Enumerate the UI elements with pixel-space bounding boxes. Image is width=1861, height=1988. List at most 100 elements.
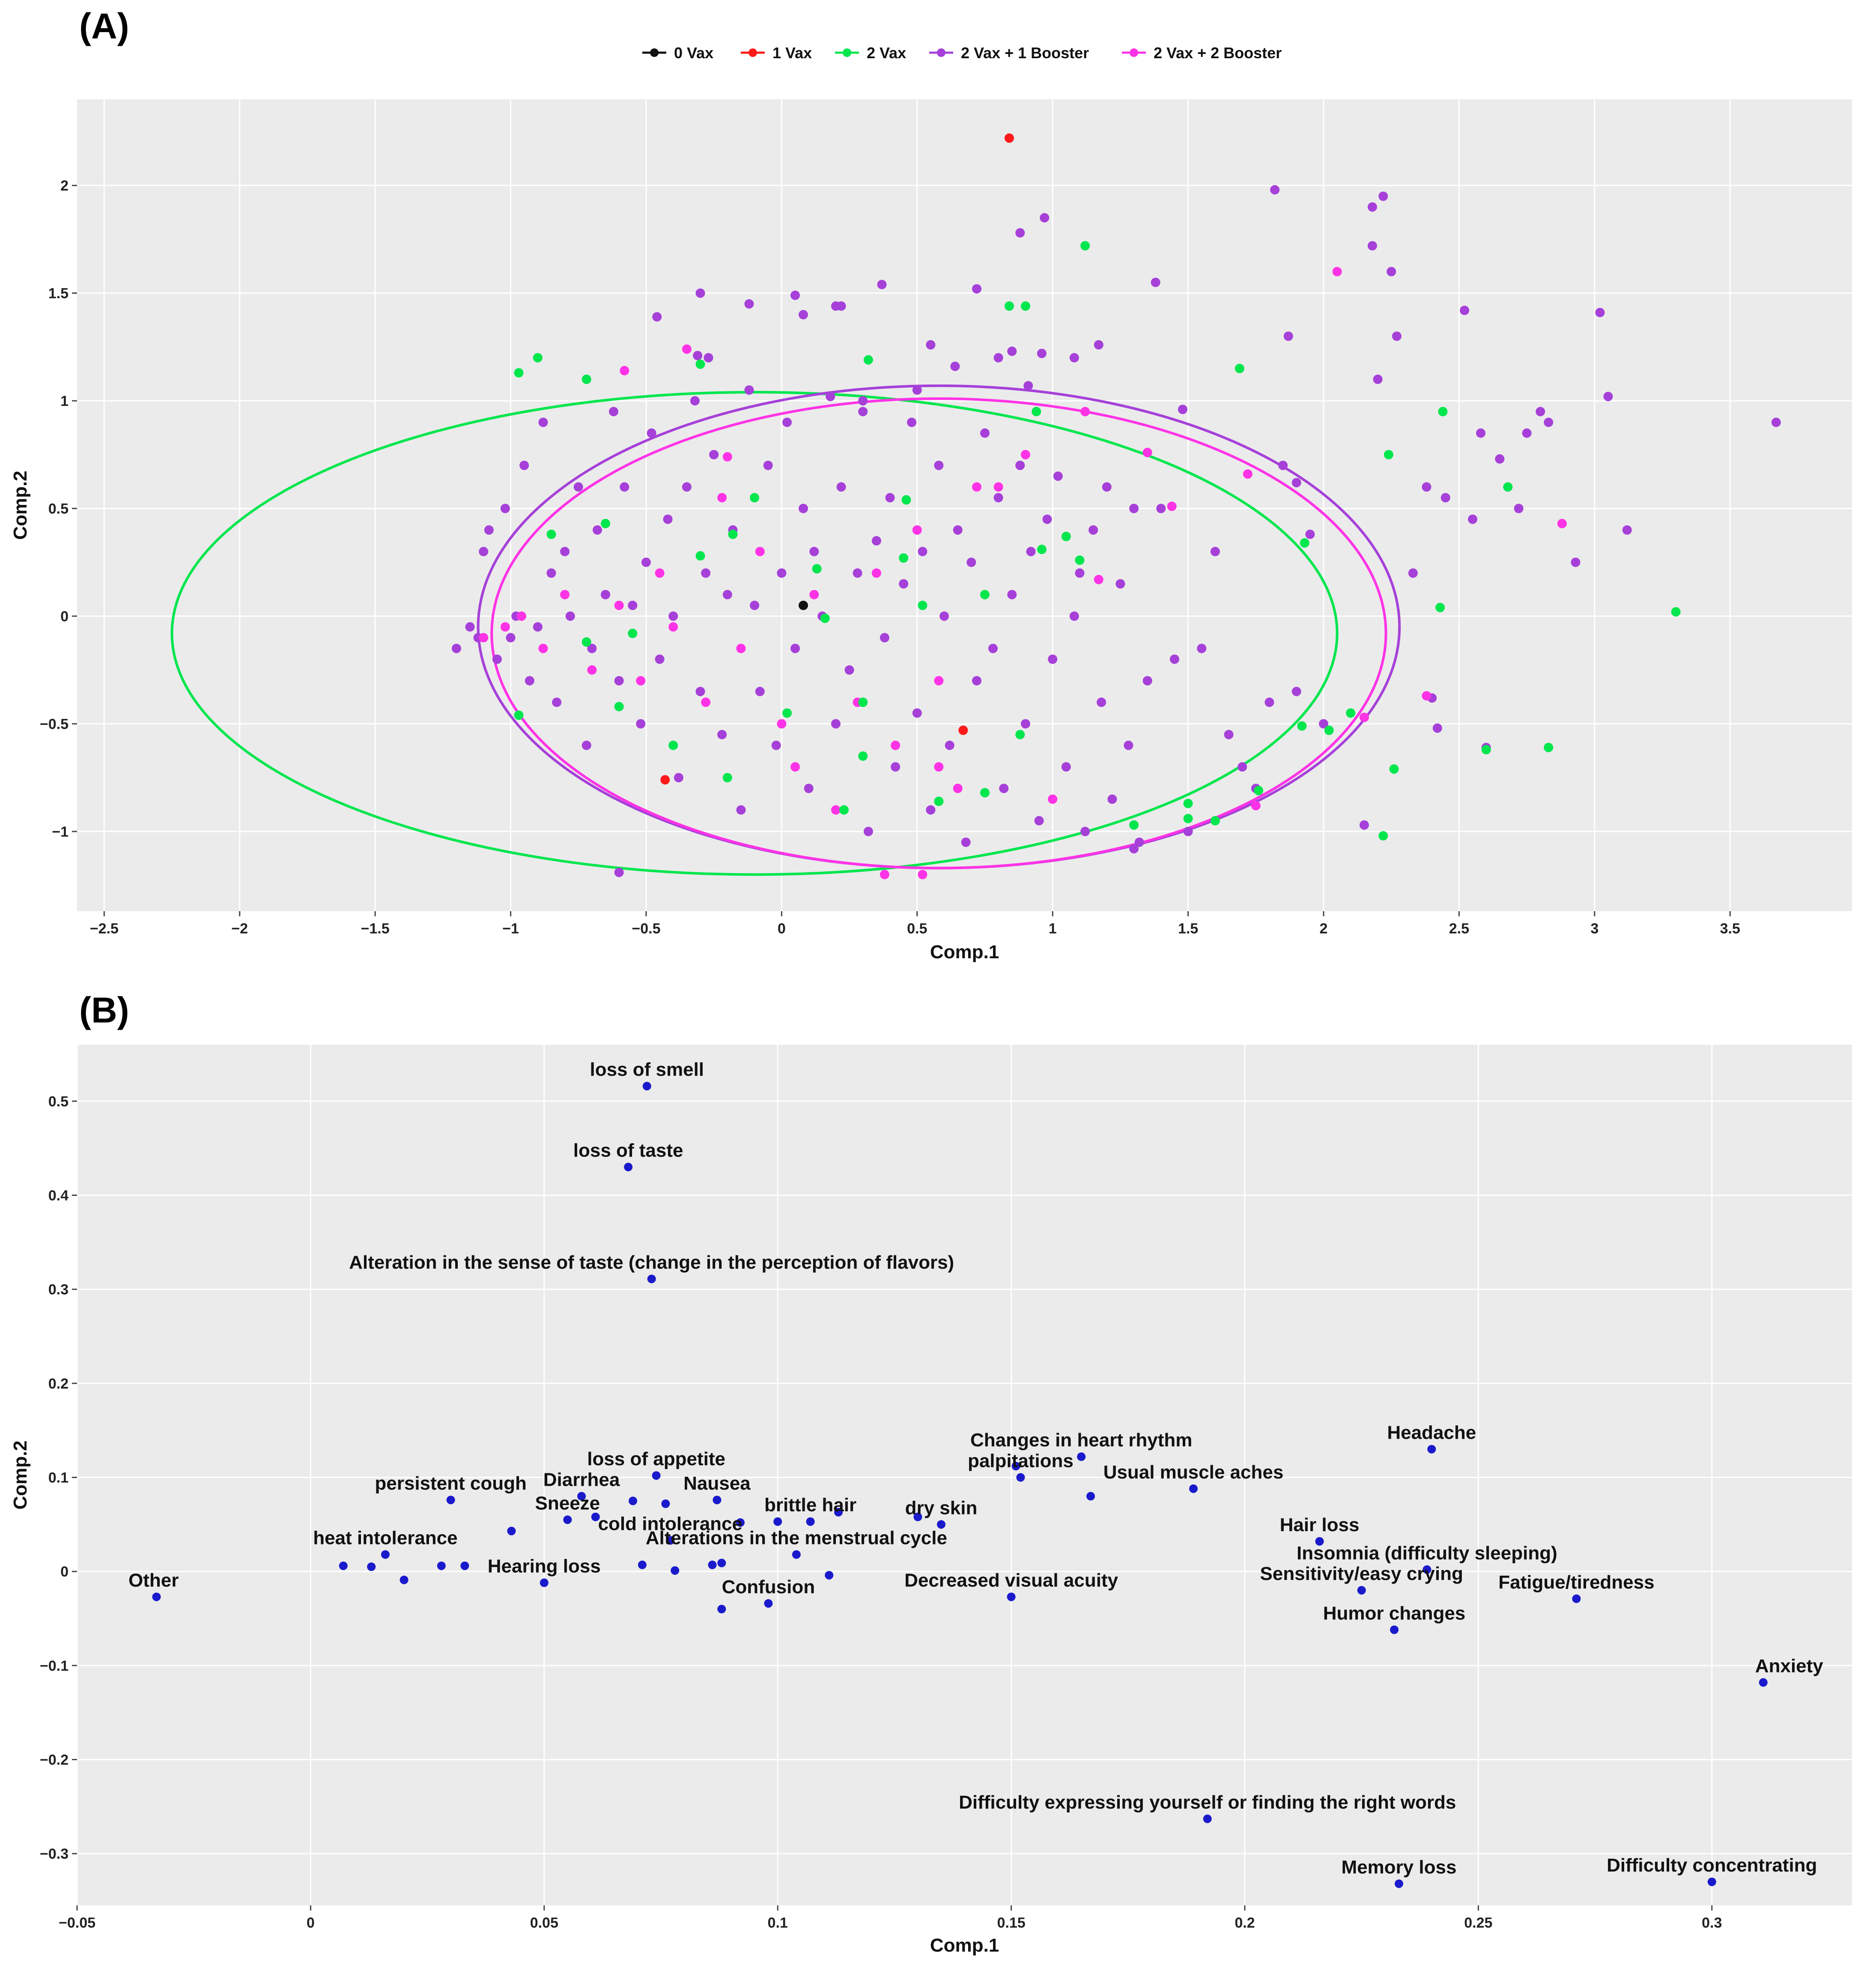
data-point — [1387, 267, 1396, 277]
y-tick-label: 0.5 — [48, 501, 69, 517]
data-point — [1707, 1878, 1716, 1887]
data-point — [1004, 301, 1014, 311]
data-point — [713, 1496, 722, 1505]
data-point — [1075, 568, 1085, 578]
data-point — [500, 622, 510, 632]
panel-a-x-axis-title: Comp.1 — [930, 942, 999, 963]
data-point — [1300, 538, 1309, 548]
data-point — [918, 547, 928, 557]
data-point — [620, 482, 629, 492]
data-point — [533, 622, 543, 632]
data-point — [953, 784, 963, 793]
panel-a-y-axis-title: Comp.2 — [10, 471, 31, 539]
data-point — [666, 1536, 675, 1545]
x-tick-label: 3.5 — [1720, 921, 1740, 937]
data-point — [701, 697, 711, 707]
data-point — [945, 740, 954, 750]
y-tick-label: 0.5 — [48, 1094, 69, 1110]
data-point — [863, 355, 873, 365]
data-point — [1544, 417, 1554, 427]
data-point — [1460, 305, 1470, 315]
data-point — [701, 568, 711, 578]
data-point — [885, 493, 895, 503]
data-point — [682, 482, 692, 492]
data-point — [858, 751, 868, 761]
data-point — [663, 514, 673, 524]
legend-key-dot — [1130, 48, 1138, 57]
y-tick-label: 0.4 — [48, 1187, 69, 1204]
data-point — [682, 344, 692, 354]
data-point — [628, 629, 638, 638]
data-point — [891, 740, 901, 750]
data-point — [1481, 745, 1491, 754]
panel-b-x-axis-title: Comp.1 — [930, 1935, 999, 1956]
data-point — [972, 676, 981, 686]
data-point — [839, 805, 849, 815]
data-point — [764, 1599, 773, 1608]
data-point — [484, 525, 494, 535]
x-tick-label: 2.5 — [1449, 921, 1469, 937]
y-tick-label: 1 — [60, 393, 69, 409]
data-point — [601, 590, 611, 599]
data-point — [1007, 346, 1017, 356]
data-point — [826, 392, 835, 402]
data-point — [695, 551, 705, 561]
data-point — [728, 529, 738, 539]
data-point — [1254, 786, 1264, 796]
y-tick-label: −0.2 — [40, 1752, 69, 1768]
data-point — [514, 368, 524, 378]
data-point — [460, 1561, 469, 1570]
data-point — [798, 310, 808, 319]
data-point — [771, 740, 781, 750]
data-point — [1040, 213, 1050, 223]
data-point — [1265, 697, 1274, 707]
panel-b-axes: −0.05 0 0.05 0.1 0.15 0.2 0.25 0.3 −0.3 −0.2 −0.1 0… — [40, 1094, 1722, 1931]
data-point — [1315, 1537, 1324, 1546]
data-point — [1378, 831, 1388, 841]
y-tick-label: 0 — [60, 608, 69, 625]
data-point — [546, 529, 556, 539]
x-tick-label: 0.1 — [768, 1915, 788, 1931]
panel-a-points — [451, 133, 1781, 879]
data-point — [1048, 794, 1058, 804]
data-point — [880, 633, 889, 643]
point-label: Sensitivity/easy crying — [1260, 1563, 1463, 1584]
data-point — [1007, 1592, 1016, 1601]
data-point — [614, 867, 624, 877]
data-point — [1476, 428, 1486, 438]
data-point — [1069, 611, 1079, 621]
data-point — [1572, 1594, 1581, 1603]
point-label: persistent cough — [375, 1473, 527, 1494]
data-point — [755, 687, 765, 697]
panel-b-points — [152, 1082, 1768, 1888]
data-point — [563, 1515, 572, 1524]
data-point — [1283, 331, 1293, 341]
data-point — [695, 687, 705, 697]
data-point — [655, 654, 665, 664]
data-point — [628, 600, 638, 610]
data-point — [1210, 816, 1220, 826]
data-point — [1514, 504, 1524, 513]
x-tick-label: 3 — [1590, 921, 1599, 937]
panel-a-gridlines — [77, 99, 1852, 911]
data-point — [1440, 493, 1450, 503]
data-point — [1167, 501, 1177, 511]
data-point — [993, 482, 1003, 492]
data-point — [624, 1162, 633, 1171]
confidence-ellipse — [490, 397, 1387, 870]
data-point — [1011, 1462, 1020, 1471]
data-point — [674, 773, 683, 783]
data-point — [1016, 1473, 1025, 1482]
data-point — [1435, 602, 1445, 612]
data-point — [1235, 364, 1244, 373]
point-label: loss of taste — [573, 1140, 683, 1161]
data-point — [1318, 719, 1328, 729]
data-point — [614, 600, 624, 610]
data-point — [1134, 838, 1144, 847]
panel-a-label: (A) — [79, 6, 129, 46]
x-tick-label: 0.2 — [1235, 1915, 1255, 1931]
data-point — [934, 460, 944, 470]
data-point — [655, 568, 665, 578]
point-label: Nausea — [683, 1473, 751, 1494]
data-point — [877, 280, 887, 289]
